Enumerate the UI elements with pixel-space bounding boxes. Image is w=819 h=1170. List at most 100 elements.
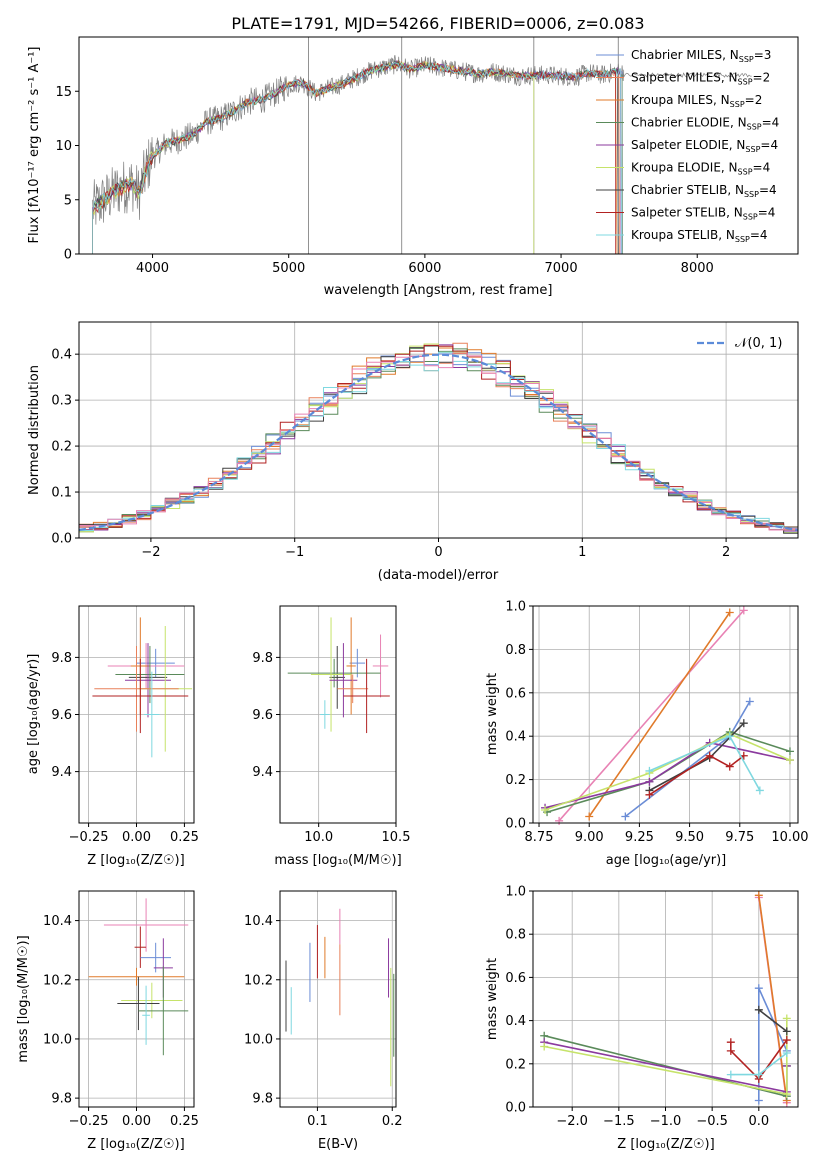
weight-point-marker — [726, 1070, 735, 1079]
y-tick-label: 0.8 — [505, 928, 526, 943]
mass-vs-Z-panel: −0.25 0.00 0.25 9.8 10.0 10.2 10.4 Z [log₁₀(Z/… — [16, 890, 199, 1152]
weight-point-marker — [645, 766, 654, 775]
weight-point-marker — [785, 756, 794, 765]
spectrum-ylabel: Flux [fλ10⁻¹⁷ erg cm⁻² s⁻¹ A⁻¹] — [27, 47, 42, 244]
weight-point-marker — [782, 1027, 791, 1036]
age-vs-Z-ylabel: age [log₁₀(age/yr)] — [26, 654, 41, 775]
weight-point-marker — [725, 608, 734, 617]
x-tick-label: 0.0 — [748, 1114, 769, 1129]
y-tick-label: 9.6 — [252, 708, 273, 723]
weight-vs-Z-xlabel: Z [log₁₀(Z/Z☉)] — [617, 1137, 714, 1152]
y-tick-label: 15 — [55, 85, 72, 100]
x-tick-label: 10.00 — [771, 830, 808, 845]
weight-point-marker — [739, 606, 748, 615]
x-tick-label: −0.25 — [69, 1114, 109, 1129]
x-tick-label: −2.0 — [556, 1114, 588, 1129]
x-tick-label: 4000 — [136, 261, 169, 276]
y-tick-label: 5 — [64, 193, 72, 208]
x-tick-label: 9.50 — [675, 830, 704, 845]
legend-entry-label: Kroupa MILES, NSSP=2 — [631, 93, 762, 109]
y-tick-label: 0.2 — [51, 440, 72, 455]
model-fit-line — [92, 62, 616, 254]
age-vs-mass-xlabel: mass [log₁₀(M/M☉)] — [274, 853, 401, 868]
observed-spectrum — [92, 55, 752, 225]
y-tick-label: 10.2 — [244, 973, 273, 988]
legend-normal-label: 𝒩(0, 1) — [735, 336, 782, 351]
x-tick-label: 2 — [722, 545, 730, 560]
model-fit-line — [92, 61, 623, 254]
model-fit-line — [92, 61, 623, 254]
legend-entry-label: Salpeter ELODIE, NSSP=4 — [631, 138, 778, 154]
y-tick-label: 0.6 — [505, 971, 526, 986]
x-tick-label: −0.25 — [69, 830, 109, 845]
mass-vs-ebv-xlabel: E(B-V) — [318, 1137, 358, 1152]
x-tick-label: 8.75 — [525, 830, 554, 845]
x-tick-label: 0.1 — [307, 1114, 328, 1129]
weight-point-marker — [540, 1042, 549, 1051]
age-vs-Z-panel: −0.25 0.00 0.25 9.4 9.6 9.8 Z [log₁₀(Z/Z☉)] a… — [26, 605, 199, 868]
legend-entry-label: Kroupa ELODIE, NSSP=4 — [631, 161, 770, 177]
x-tick-label: 0.25 — [170, 830, 199, 845]
normal-reference-curve — [79, 353, 798, 531]
weight-point-marker — [782, 1049, 791, 1057]
x-tick-label: 7000 — [545, 261, 578, 276]
legend-entry-label: Salpeter MILES, NSSP=2 — [631, 71, 770, 87]
weight-series-line — [588, 612, 731, 817]
y-tick-label: 0.4 — [505, 1014, 526, 1029]
weight-point-marker — [739, 719, 748, 728]
y-tick-label: 9.8 — [252, 651, 273, 666]
y-tick-label: 1.0 — [505, 600, 526, 615]
y-tick-label: 0.8 — [505, 643, 526, 658]
y-tick-label: 10.0 — [244, 1032, 273, 1047]
weight-point-marker — [725, 762, 734, 771]
x-tick-label: 10.5 — [382, 830, 411, 845]
legend-entry-label: Chabrier MILES, NSSP=3 — [631, 48, 771, 64]
weight-point-marker — [782, 1090, 791, 1099]
weight-point-marker — [705, 751, 714, 760]
x-tick-label: 6000 — [408, 261, 441, 276]
x-tick-label: −1.5 — [603, 1114, 635, 1129]
weight-point-marker — [754, 1070, 763, 1079]
mass-vs-ebv-panel: 0.1 0.2 9.8 10.0 10.2 10.4 E(B-V) — [244, 890, 403, 1152]
weight-series-line — [546, 731, 791, 813]
y-tick-label: 9.4 — [51, 765, 72, 780]
histogram-legend: 𝒩(0, 1) — [697, 336, 782, 351]
x-tick-label: 9.00 — [575, 830, 604, 845]
y-tick-label: 10 — [55, 139, 72, 154]
weight-point-marker — [782, 1036, 791, 1045]
x-tick-label: 5000 — [272, 261, 305, 276]
spectrum-panel: 4000 5000 6000 7000 8000 0 5 10 15 Chabrier MILE… — [27, 36, 799, 298]
x-tick-label: 0 — [434, 545, 442, 560]
weight-vs-Z-panel: −2.0 −1.5 −1.0 −0.5 0.0 0.0 0.2 0.4 0.6 0.8 1.0 Z … — [485, 885, 799, 1152]
y-tick-label: 10.0 — [43, 1032, 72, 1047]
weight-vs-age-ylabel: mass weight — [485, 673, 500, 755]
weight-series-line — [544, 741, 791, 809]
y-tick-label: 10.4 — [244, 914, 273, 929]
mass-vs-Z-xlabel: Z [log₁₀(Z/Z☉)] — [87, 1137, 184, 1152]
histogram-panel: −2 −1 0 1 2 0.0 0.1 0.2 0.3 0.4 𝒩(0, 1) (data-mod… — [27, 321, 799, 583]
weight-series-line — [648, 754, 745, 796]
weight-point-marker — [645, 777, 654, 786]
x-tick-label: −1 — [285, 545, 304, 560]
weight-point-marker — [782, 1014, 791, 1023]
legend-entry-label: Chabrier ELODIE, NSSP=4 — [631, 116, 779, 132]
legend-entry-label: Kroupa STELIB, NSSP=4 — [631, 228, 768, 244]
y-tick-label: 0.2 — [505, 773, 526, 788]
legend-entry-label: Salpeter STELIB, NSSP=4 — [631, 206, 775, 222]
y-tick-label: 0.0 — [505, 817, 526, 832]
weight-point-marker — [785, 747, 794, 756]
model-fit-line — [92, 60, 620, 254]
age-vs-Z-xlabel: Z [log₁₀(Z/Z☉)] — [87, 853, 184, 868]
model-fit-line — [92, 60, 619, 254]
x-tick-label: −2 — [141, 545, 160, 560]
y-tick-label: 0.4 — [505, 730, 526, 745]
y-tick-label: 10.4 — [43, 914, 72, 929]
y-tick-label: 9.8 — [51, 1092, 72, 1107]
weight-point-marker — [541, 805, 550, 814]
x-tick-label: 1 — [578, 545, 586, 560]
x-tick-label: 10.0 — [304, 830, 333, 845]
y-tick-label: 0.4 — [51, 348, 72, 363]
x-tick-label: 0.25 — [170, 1114, 199, 1129]
weight-point-marker — [585, 812, 594, 821]
